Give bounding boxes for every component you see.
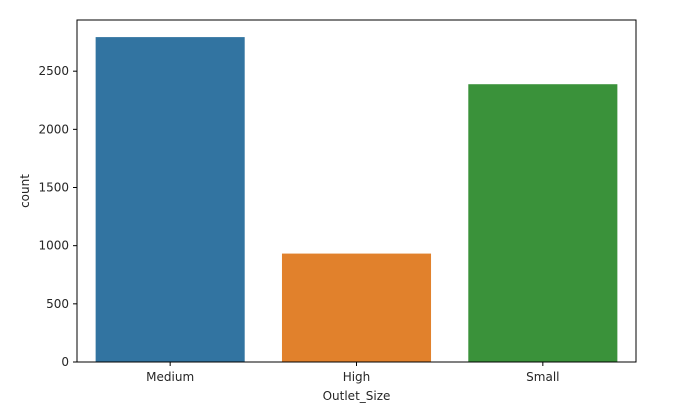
plot-frame xyxy=(76,19,637,363)
x-tick-label: Small xyxy=(526,370,559,384)
x-axis-label: Outlet_Size xyxy=(323,389,391,403)
x-axis: Medium High Small xyxy=(146,362,559,384)
bar-high xyxy=(281,253,432,362)
y-tick-label: 2000 xyxy=(38,122,69,136)
y-tick-label: 1000 xyxy=(38,239,69,253)
y-tick-label: 0 xyxy=(61,355,69,369)
bar-medium xyxy=(95,37,245,362)
bar-small xyxy=(468,84,618,362)
y-axis-label: count xyxy=(18,174,32,208)
x-tick-label: High xyxy=(343,370,371,384)
y-tick-label: 1500 xyxy=(38,181,69,195)
x-tick-label: Medium xyxy=(146,370,194,384)
bars-group xyxy=(95,37,618,362)
y-axis: 0 500 1000 1500 2000 2500 xyxy=(38,64,77,369)
y-tick-label: 2500 xyxy=(38,64,69,78)
y-tick-label: 500 xyxy=(46,297,69,311)
